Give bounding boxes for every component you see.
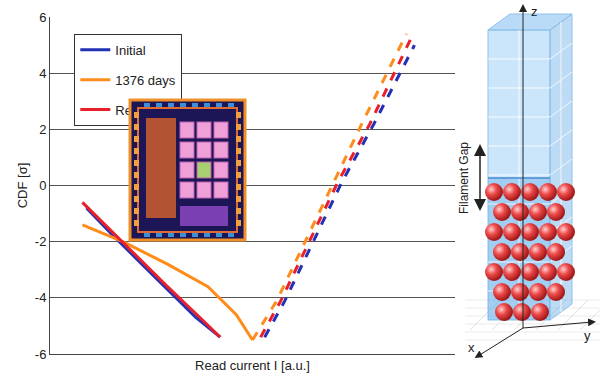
svg-text:Initial: Initial (115, 43, 145, 58)
svg-text:CDF [σ]: CDF [σ] (15, 163, 30, 209)
svg-text:z: z (531, 4, 538, 19)
svg-text:Re-write: Re-write (115, 103, 163, 118)
svg-text:-4: -4 (35, 290, 47, 305)
svg-text:-6: -6 (35, 347, 47, 362)
svg-text:-2: -2 (35, 234, 47, 249)
svg-text:x: x (468, 340, 475, 355)
svg-text:4: 4 (39, 66, 46, 81)
svg-text:2: 2 (39, 122, 46, 137)
svg-text:1376 days: 1376 days (115, 73, 175, 88)
svg-text:Filament Gap: Filament Gap (457, 142, 471, 214)
svg-text:6: 6 (39, 10, 46, 25)
svg-text:0: 0 (39, 178, 46, 193)
svg-text:Read current I [a.u.]: Read current I [a.u.] (195, 358, 310, 373)
svg-text:y: y (584, 328, 591, 343)
